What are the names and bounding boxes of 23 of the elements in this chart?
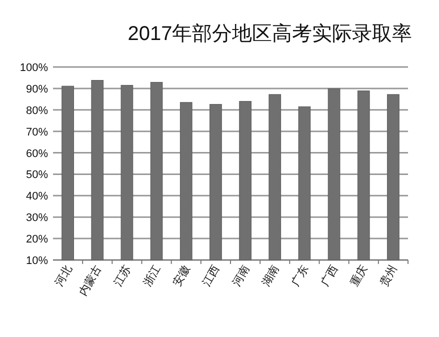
y-tick-label: 70% xyxy=(26,126,48,138)
x-tick-label: 江西 xyxy=(200,264,222,289)
x-tick-label: 浙江 xyxy=(140,263,164,289)
x-tick-label: 江苏 xyxy=(111,263,134,289)
x-tick-label: 广西 xyxy=(318,263,341,289)
x-tick-label: 河北 xyxy=(52,263,74,289)
y-tick-label: 100% xyxy=(20,62,48,74)
x-tick-label: 湖南 xyxy=(259,263,282,289)
x-tick-label: 安徽 xyxy=(170,263,193,289)
x-tick-label: 河南 xyxy=(230,263,252,289)
y-tick-label: 30% xyxy=(26,212,48,224)
x-tick-label: 内蒙古 xyxy=(76,263,104,298)
y-tick-label: 80% xyxy=(26,104,48,117)
y-tick-label: 10% xyxy=(26,255,48,267)
y-tick-label: 20% xyxy=(26,234,48,246)
y-tick-label: 90% xyxy=(26,83,48,96)
x-tick-label: 重庆 xyxy=(348,263,370,289)
chart-title: 2017年部分地区高考实际录取率 xyxy=(128,22,412,45)
x-tick-label: 广东 xyxy=(288,263,312,289)
y-tick-label: 40% xyxy=(26,190,48,203)
y-tick-label: 50% xyxy=(26,169,48,182)
x-tick-label: 贵州 xyxy=(378,263,400,289)
y-tick-label: 60% xyxy=(26,148,48,160)
